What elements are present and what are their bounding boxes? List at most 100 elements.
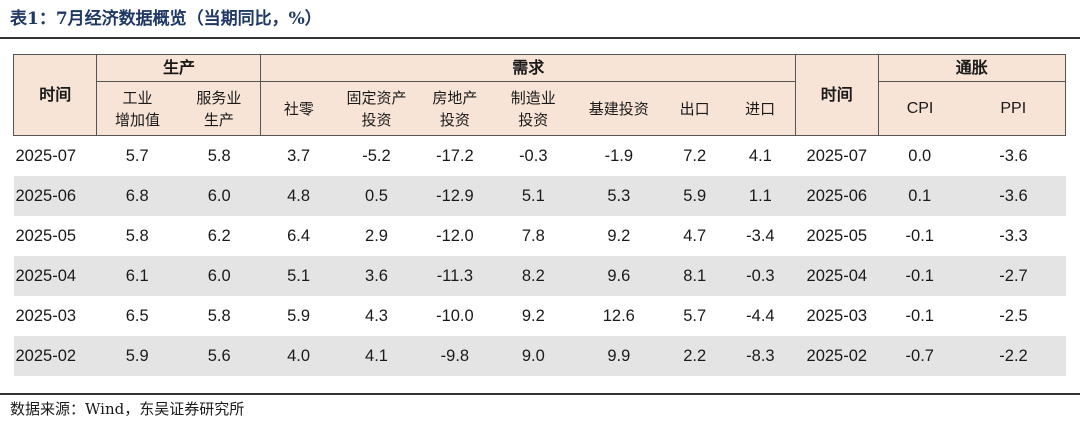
row-value-cell: 9.2 [607, 226, 631, 245]
row-value-cell: -3.4 [746, 226, 775, 245]
header-time-2: 时间 [795, 54, 879, 136]
table-title: 表1：7月经济数据概览（当期同比，%） [10, 9, 322, 29]
row-time-cell: 2025-07 [806, 146, 868, 165]
row-value-cell: -0.1 [878, 256, 962, 296]
row-value-cell: 8.1 [664, 256, 726, 296]
table-row: 2025-03 6.5 5.8 5.9 4.3 -10.0 9.2 12.6 5.7 -4.4 20… [14, 296, 1066, 336]
row-value-cell: -4.4 [746, 306, 775, 325]
row-time-cell: 2025-03 [15, 306, 77, 325]
row-value-cell: -2.7 [961, 256, 1066, 296]
header-time: 时间 [12, 54, 98, 136]
row-value-cell: 6.8 [96, 176, 178, 216]
source-note: 数据来源：Wind，东吴证券研究所 [10, 400, 245, 418]
row-value-cell: 6.5 [125, 306, 149, 325]
row-time-cell: 2025-04 [13, 256, 97, 296]
row-value-cell: 6.2 [207, 226, 231, 245]
row-value-cell: -0.1 [905, 226, 934, 245]
row-value-cell: 7.2 [683, 146, 707, 165]
table-row: 2025-02 5.9 5.6 4.0 4.1 -9.8 9.0 9.9 2.2 -8.3 2025… [13, 336, 1066, 376]
row-value-cell: 8.2 [493, 256, 574, 296]
row-value-cell: -2.5 [999, 306, 1028, 325]
header-ppi: PPI [961, 81, 1066, 136]
row-value-cell: 5.1 [260, 256, 337, 296]
table-row: 2025-06 6.8 6.0 4.8 0.5 -12.9 5.1 5.3 5.9 1.1 2025… [13, 176, 1066, 216]
row-value-cell: 3.7 [287, 146, 311, 165]
row-time-cell: 2025-02 [795, 336, 879, 376]
row-value-cell: 5.9 [664, 176, 726, 216]
header-industrial: 工业 增加值 [96, 81, 178, 136]
row-value-cell: 4.1 [748, 146, 772, 165]
header-export: 出口 [664, 81, 726, 136]
row-time-cell: 2025-06 [795, 176, 879, 216]
header-group-production: 生产 [96, 54, 262, 82]
row-value-cell: 3.6 [336, 256, 417, 296]
row-time-cell: 2025-06 [13, 176, 97, 216]
row-value-cell: -0.3 [725, 256, 796, 296]
header-group-demand: 需求 [260, 54, 797, 82]
header-infrastructure: 基建投资 [573, 81, 665, 136]
row-value-cell: 0.5 [336, 176, 417, 216]
header-cpi: CPI [878, 81, 962, 136]
row-value-cell: -10.0 [436, 306, 474, 325]
header-import: 进口 [725, 81, 797, 136]
row-value-cell: 5.7 [125, 146, 149, 165]
row-value-cell: -0.1 [905, 306, 934, 325]
row-value-cell: 5.8 [207, 146, 231, 165]
header-real-estate: 房地产 投资 [416, 81, 494, 136]
row-value-cell: 6.4 [287, 226, 311, 245]
bottom-rule [0, 393, 1080, 395]
row-value-cell: -3.6 [961, 176, 1066, 216]
row-value-cell: 6.0 [177, 256, 261, 296]
row-value-cell: 5.9 [287, 306, 311, 325]
table-body: 2025-07 5.7 5.8 3.7 -5.2 -17.2 -0.3 -1.9 7.2 4.1 2… [13, 136, 1066, 376]
row-time-cell: 2025-05 [15, 226, 77, 245]
row-time-cell: 2025-03 [806, 306, 868, 325]
row-value-cell: 4.7 [683, 226, 707, 245]
row-value-cell: -12.9 [416, 176, 494, 216]
row-value-cell: -11.3 [416, 256, 494, 296]
header-retail: 社零 [260, 81, 337, 136]
row-value-cell: 4.3 [365, 306, 388, 325]
row-value-cell: 12.6 [602, 306, 635, 325]
row-value-cell: 5.3 [573, 176, 665, 216]
row-value-cell: 5.1 [493, 176, 574, 216]
row-value-cell: 9.6 [573, 256, 665, 296]
row-value-cell: 2.2 [664, 336, 726, 376]
row-value-cell: 2.9 [365, 226, 388, 245]
row-value-cell: -8.3 [725, 336, 796, 376]
row-value-cell: 5.8 [125, 226, 149, 245]
row-value-cell: -5.2 [362, 146, 391, 165]
row-value-cell: -0.3 [519, 146, 548, 165]
row-value-cell: 4.8 [260, 176, 337, 216]
row-time-cell: 2025-02 [13, 336, 97, 376]
row-value-cell: -3.6 [999, 146, 1028, 165]
row-value-cell: 5.8 [207, 306, 231, 325]
data-table-container: 时间 生产 需求 时间 通胀 工业 增加值 服务业 生产 社零 固定资产 投资 … [12, 54, 1067, 376]
row-value-cell: 5.6 [177, 336, 261, 376]
row-value-cell: -9.8 [416, 336, 494, 376]
row-value-cell: -0.7 [878, 336, 962, 376]
header-group-inflation: 通胀 [878, 54, 1067, 82]
row-time-cell: 2025-05 [806, 226, 868, 245]
row-value-cell: 7.8 [521, 226, 545, 245]
header-fixed-asset: 固定资产 投资 [336, 81, 417, 136]
row-value-cell: 4.1 [336, 336, 417, 376]
table-row: 2025-07 5.7 5.8 3.7 -5.2 -17.2 -0.3 -1.9 7.2 4.1 2… [14, 136, 1066, 177]
row-time-cell: 2025-04 [795, 256, 879, 296]
row-value-cell: -17.2 [436, 146, 474, 165]
table-row: 2025-05 5.8 6.2 6.4 2.9 -12.0 7.8 9.2 4.7 -3.4 202… [14, 216, 1066, 256]
row-value-cell: 4.0 [260, 336, 337, 376]
row-value-cell: 1.1 [725, 176, 796, 216]
row-value-cell: -3.3 [999, 226, 1028, 245]
row-value-cell: 9.2 [521, 306, 545, 325]
row-value-cell: 0.0 [908, 146, 932, 165]
top-rule [0, 37, 1080, 39]
row-value-cell: 9.9 [573, 336, 665, 376]
row-value-cell: -2.2 [961, 336, 1066, 376]
row-value-cell: 6.1 [96, 256, 178, 296]
row-value-cell: 5.9 [96, 336, 178, 376]
row-value-cell: 6.0 [177, 176, 261, 216]
row-value-cell: -12.0 [436, 226, 474, 245]
economic-data-table: 时间 生产 需求 时间 通胀 工业 增加值 服务业 生产 社零 固定资产 投资 … [12, 54, 1067, 376]
header-services: 服务业 生产 [177, 81, 262, 136]
